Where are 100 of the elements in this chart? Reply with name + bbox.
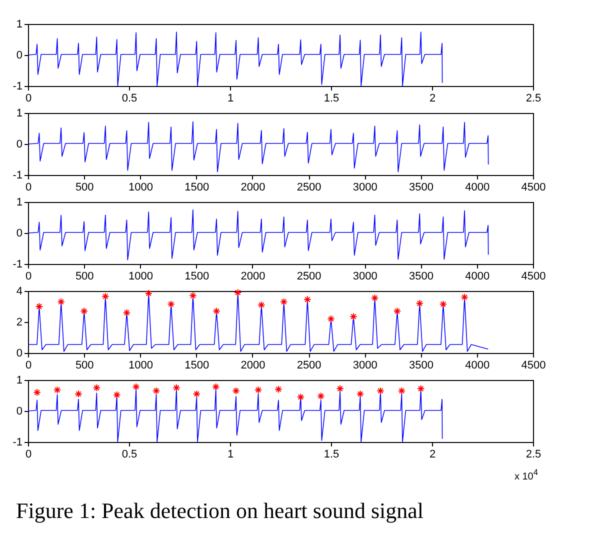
- point: [317, 392, 325, 400]
- point: [393, 307, 402, 316]
- x-tick-label: 4000: [465, 182, 490, 194]
- x-tick-label: 1: [227, 448, 234, 460]
- point: [92, 384, 101, 392]
- x-tick-label: 2.5: [526, 448, 542, 460]
- x-tick-label: 4500: [521, 182, 546, 194]
- line-series: [28, 209, 489, 260]
- x-tick-label: 0: [25, 182, 32, 194]
- x-tick-label: 2: [429, 92, 436, 104]
- line-series: [28, 388, 443, 442]
- point: [416, 300, 424, 308]
- point: [167, 300, 175, 308]
- x-tick-label: 1500: [184, 360, 210, 372]
- x-tick-label: 2: [429, 448, 436, 460]
- point: [234, 288, 242, 296]
- x-tick-label: 3500: [409, 360, 434, 372]
- point: [439, 300, 448, 308]
- point: [232, 386, 240, 395]
- point: [172, 384, 180, 392]
- x-tick-label: 1000: [128, 270, 153, 282]
- point: [460, 293, 468, 302]
- point: [336, 384, 344, 393]
- y-tick-label: -1: [12, 258, 22, 270]
- x-tick-label: 4500: [521, 270, 546, 282]
- point: [350, 312, 358, 320]
- point: [102, 292, 110, 300]
- point: [417, 384, 425, 393]
- point: [57, 298, 65, 306]
- x-tick-label: 1500: [184, 270, 210, 282]
- x-tick-label: 500: [75, 360, 94, 372]
- x-tick-label: 0.5: [122, 92, 138, 104]
- y-tick-label: -1: [12, 80, 22, 92]
- point: [132, 382, 140, 391]
- x-tick-label: 0: [25, 448, 32, 460]
- y-tick-label: 1: [16, 374, 22, 386]
- x-tick-label: 500: [75, 182, 94, 194]
- y-tick-label: 2: [16, 316, 22, 328]
- point: [356, 390, 364, 398]
- point: [212, 382, 220, 391]
- point: [189, 292, 197, 300]
- x-tick-label: 2000: [240, 270, 266, 282]
- x-tick-label: 1500: [184, 182, 210, 194]
- point: [376, 386, 384, 395]
- y-tick-label: 1: [16, 108, 22, 120]
- point: [74, 390, 82, 398]
- y-tick-label: 0: [16, 50, 22, 62]
- point: [254, 386, 262, 394]
- x-tick-label: 2.5: [526, 92, 542, 104]
- x-tick-label: 4000: [465, 360, 490, 372]
- point: [144, 289, 152, 298]
- point: [122, 308, 131, 317]
- point: [192, 390, 201, 398]
- point: [327, 315, 335, 323]
- x-tick-label: 2500: [296, 182, 322, 194]
- point: [152, 386, 160, 395]
- point: [280, 298, 288, 306]
- x-tick-label: 2500: [296, 270, 322, 282]
- point: [35, 302, 44, 310]
- x-tick-label: 0: [25, 270, 32, 282]
- point: [33, 388, 41, 396]
- y-tick-label: 0: [16, 138, 22, 150]
- x-tick-label: 0: [25, 360, 32, 372]
- x-tick-label: 1.5: [324, 92, 340, 104]
- point: [113, 391, 121, 399]
- x-tick-label: 500: [75, 270, 94, 282]
- x-tick-label: 3500: [409, 270, 434, 282]
- point: [212, 307, 220, 316]
- x-tick-label: 1.5: [324, 448, 340, 460]
- x-tick-label: 0: [25, 92, 32, 104]
- x-tick-label: 3500: [409, 182, 434, 194]
- y-tick-label: 0: [16, 228, 22, 240]
- x-tick-label: 0.5: [122, 448, 138, 460]
- x-tick-label: 3000: [352, 182, 378, 194]
- point: [304, 296, 312, 304]
- text: x 10$^{4}$: [513, 467, 539, 482]
- x-tick-label: 2000: [240, 360, 266, 372]
- point: [370, 294, 379, 302]
- caption: Figure 1: Peak detection on heart sound signal: [16, 498, 425, 524]
- point: [53, 386, 62, 394]
- y-tick-label: 0: [16, 348, 22, 360]
- x-tick-label: 1000: [128, 182, 153, 194]
- y-tick-label: 1: [16, 18, 22, 30]
- point: [258, 301, 266, 309]
- x-tick-label: 4500: [521, 360, 546, 372]
- x-tick-label: 1000: [128, 360, 153, 372]
- y-tick-label: 1: [16, 196, 22, 208]
- y-tick-label: 0: [16, 406, 22, 418]
- x-tick-label: 3000: [352, 270, 378, 282]
- x-tick-label: 2500: [296, 360, 322, 372]
- y-tick-label: 4: [16, 286, 22, 298]
- point: [274, 385, 282, 394]
- y-tick-label: -1: [12, 170, 22, 182]
- x-tick-label: 2000: [240, 182, 266, 194]
- point: [398, 386, 406, 395]
- x-tick-label: 3000: [352, 360, 378, 372]
- line-series: [28, 121, 489, 172]
- x-tick-label: 1: [227, 92, 234, 104]
- x-tick-label: 4000: [465, 270, 490, 282]
- y-tick-label: -1: [12, 436, 22, 448]
